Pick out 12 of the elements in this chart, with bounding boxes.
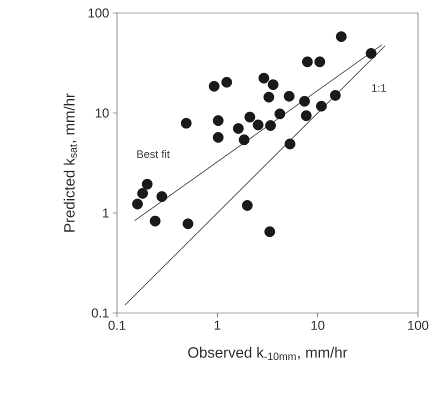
x-axis-title: Observed k$_{-10mm}$, mm/hr [188,346,348,360]
y-tick-label: 0.1 [92,308,109,318]
x-tick-label: 0.1 [108,320,126,330]
x-tick-label: 100 [408,320,428,330]
annotation: Best fit [137,150,170,158]
annotation: 1:1 [372,84,386,92]
x-tick-label: 10 [311,320,324,330]
y-axis-title: Predicted k$_{sat}$, mm/hr [64,93,77,232]
y-tick-label: 10 [96,108,109,118]
x-tick-label: 1 [214,320,220,330]
y-tick-label: 100 [88,8,109,18]
y-tick-label: 1 [103,208,109,218]
